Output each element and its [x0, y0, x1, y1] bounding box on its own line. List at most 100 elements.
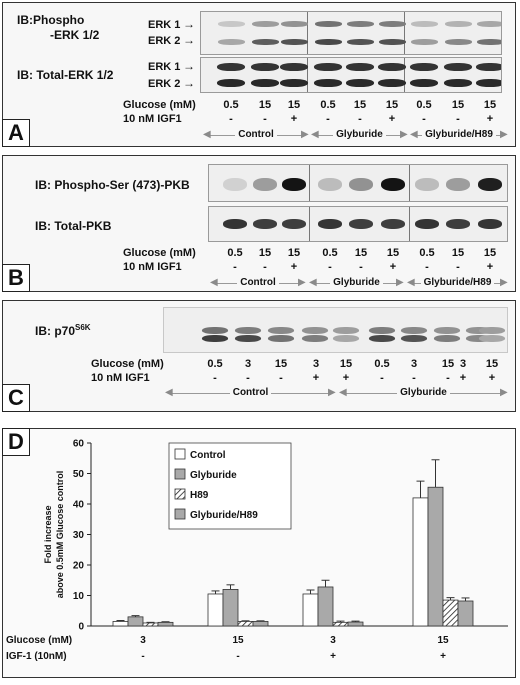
igf-value: + — [459, 372, 467, 384]
blot-band — [217, 63, 245, 71]
blot-band — [251, 21, 279, 27]
blot-band — [434, 326, 460, 334]
blot-band — [444, 39, 472, 45]
igf-value: + — [342, 372, 350, 384]
igf-value: - — [412, 372, 416, 384]
glucose-value: 15 — [386, 247, 400, 259]
panel-a-igf-label: 10 nM IGF1 — [123, 113, 182, 125]
blot-divider — [307, 58, 308, 92]
glucose-value: 0.5 — [320, 99, 336, 111]
igf-value: - — [446, 372, 450, 384]
blot-band — [314, 39, 342, 45]
igf-category-label: - — [141, 651, 145, 662]
legend-swatch — [174, 448, 186, 460]
group-arrow-right: ▶ — [328, 387, 336, 398]
group-arrow-right: ▶ — [298, 277, 306, 288]
panel-a-glucose-label: Glucose (mM) — [123, 99, 196, 111]
blot-band — [314, 79, 342, 87]
blot-band — [217, 79, 245, 87]
bar — [302, 593, 319, 627]
blot-band — [479, 334, 505, 342]
glucose-value: 15 — [354, 247, 368, 259]
blot-band — [202, 334, 228, 342]
panel-a-phospho-label-2: -ERK 1/2 — [50, 28, 100, 42]
igf-value: + — [389, 261, 397, 273]
blot-band — [478, 219, 502, 229]
igf-value: - — [456, 113, 460, 125]
blot-band — [349, 177, 373, 191]
group-arrow-left: ◀ — [407, 277, 415, 288]
igf-category-label: + — [330, 651, 336, 662]
bar — [252, 621, 269, 627]
panel-a-erk1-label-1: ERK 1 — [148, 19, 181, 31]
group-arrow-right: ▶ — [500, 277, 508, 288]
igf-value: - — [263, 113, 267, 125]
glucose-value: 3 — [312, 358, 320, 370]
glucose-value: 15 — [287, 247, 301, 259]
bar — [207, 593, 224, 627]
blot-band — [346, 39, 374, 45]
group-label: Glyburide — [339, 387, 508, 398]
panel-b-phospho-label: IB: Phospho-Ser (473)-PKB — [35, 178, 190, 192]
glucose-value: 0.5 — [223, 99, 239, 111]
blot-band — [202, 326, 228, 334]
glucose-value: 0.5 — [416, 99, 432, 111]
blot-band — [314, 63, 342, 71]
blot-band — [378, 63, 406, 71]
glucose-value: 0.5 — [227, 247, 243, 259]
glucose-value: 15 — [287, 99, 301, 111]
panel-b-glucose-label: Glucose (mM) — [123, 247, 196, 259]
glucose-value: 15 — [353, 99, 367, 111]
blot-band — [282, 177, 306, 191]
igf-value: - — [380, 372, 384, 384]
igf-value: - — [359, 261, 363, 273]
group-label-text: Control — [235, 129, 277, 140]
igf-category-label: - — [236, 651, 240, 662]
group-label-text: Glyburide/H89 — [420, 277, 495, 288]
igf-value: - — [229, 113, 233, 125]
igf-value: + — [486, 113, 494, 125]
panel-a-letter: A — [2, 119, 30, 147]
y-tick-label: 40 — [73, 500, 85, 511]
blot-band — [280, 39, 308, 45]
panel-c-ib-superscript: S6K — [75, 323, 91, 332]
glucose-category-label: 3 — [330, 635, 336, 646]
blot-band — [369, 326, 395, 334]
blot-band — [444, 21, 472, 27]
glucose-value: 3 — [410, 358, 418, 370]
blot-band — [235, 326, 261, 334]
glucose-value: 15 — [483, 247, 497, 259]
blot-band — [268, 334, 294, 342]
y-axis-label: above 0.5mM Glucose control — [55, 471, 65, 599]
blot-band — [415, 177, 439, 191]
blot-band — [318, 219, 342, 229]
blot-band — [479, 326, 505, 334]
glucose-value: 0.5 — [207, 358, 223, 370]
panel-a-total-blot — [200, 57, 502, 93]
blot-band — [268, 326, 294, 334]
group-label: Control — [165, 387, 336, 398]
blot-band — [302, 334, 328, 342]
group-arrow-left: ◀ — [203, 129, 211, 140]
panel-a-phospho-blot — [200, 11, 502, 55]
blot-band — [410, 39, 438, 45]
bar — [157, 621, 174, 627]
igf-value: + — [312, 372, 320, 384]
panel-c-letter: C — [2, 384, 30, 412]
igf-value: - — [263, 261, 267, 273]
blot-band — [410, 21, 438, 27]
legend-label: Control — [190, 450, 226, 461]
panel-a-erk2-label-2: ERK 2 — [148, 78, 181, 90]
blot-band — [253, 219, 277, 229]
igf-value: - — [328, 261, 332, 273]
panel-b-total-label: IB: Total-PKB — [35, 219, 112, 233]
igf-value: - — [422, 113, 426, 125]
group-label: Glyburide/H89 — [407, 277, 508, 288]
glucose-value: 15 — [258, 247, 272, 259]
blot-band — [381, 177, 405, 191]
group-label: Glyburide — [311, 129, 408, 140]
blot-band — [280, 63, 308, 71]
group-arrow-right: ▶ — [500, 387, 508, 398]
blot-band — [446, 219, 470, 229]
panel-a: IB:Phospho -ERK 1/2 ERK 1 ERK 2 → → IB: … — [2, 2, 516, 147]
